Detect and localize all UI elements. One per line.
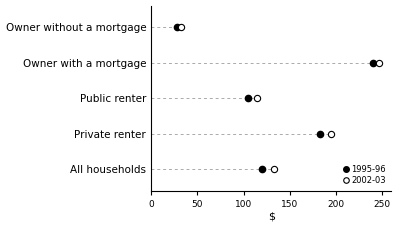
Legend: 1995-96, 2002-03: 1995-96, 2002-03 — [342, 163, 387, 186]
X-axis label: $: $ — [268, 211, 275, 222]
